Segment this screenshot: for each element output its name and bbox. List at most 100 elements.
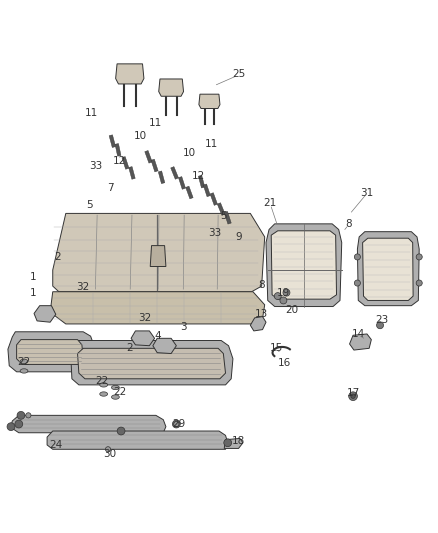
Polygon shape: [159, 79, 184, 96]
Text: 3: 3: [180, 321, 187, 332]
Polygon shape: [34, 305, 56, 322]
Text: 22: 22: [113, 387, 127, 397]
Polygon shape: [186, 186, 193, 199]
Text: 17: 17: [346, 387, 360, 398]
Ellipse shape: [100, 392, 108, 396]
Polygon shape: [116, 64, 144, 84]
Polygon shape: [122, 157, 129, 169]
Polygon shape: [150, 246, 166, 266]
Circle shape: [174, 422, 179, 426]
Text: 25: 25: [232, 69, 245, 79]
Text: 12: 12: [113, 156, 127, 166]
Circle shape: [354, 254, 360, 260]
Polygon shape: [11, 415, 166, 433]
Polygon shape: [153, 338, 177, 353]
Polygon shape: [71, 341, 233, 385]
Text: 7: 7: [107, 183, 113, 193]
Polygon shape: [271, 231, 336, 299]
Circle shape: [224, 439, 232, 447]
Circle shape: [173, 420, 180, 428]
Text: 14: 14: [352, 329, 365, 339]
Text: 22: 22: [18, 357, 31, 367]
Text: 2: 2: [127, 343, 133, 353]
Text: 29: 29: [172, 419, 186, 429]
Text: 16: 16: [278, 358, 291, 368]
Circle shape: [283, 289, 290, 296]
Polygon shape: [363, 238, 413, 301]
Polygon shape: [53, 213, 265, 292]
Text: 11: 11: [149, 118, 162, 128]
Circle shape: [416, 254, 422, 260]
Text: 24: 24: [49, 440, 63, 450]
Text: 19: 19: [277, 288, 290, 297]
Polygon shape: [8, 332, 95, 372]
Text: 11: 11: [85, 108, 99, 118]
Circle shape: [377, 322, 384, 329]
Text: 21: 21: [264, 198, 277, 208]
Text: 8: 8: [258, 280, 265, 290]
Text: 30: 30: [103, 449, 116, 458]
Polygon shape: [109, 135, 116, 148]
Text: 23: 23: [375, 314, 389, 325]
Text: 9: 9: [235, 232, 242, 242]
Text: 31: 31: [360, 188, 374, 198]
Polygon shape: [129, 167, 135, 179]
Circle shape: [354, 280, 360, 286]
Polygon shape: [145, 150, 152, 163]
Polygon shape: [158, 171, 165, 183]
Text: 12: 12: [191, 171, 205, 181]
Text: 1: 1: [29, 288, 36, 298]
Polygon shape: [50, 292, 265, 324]
Polygon shape: [178, 176, 186, 189]
Text: 15: 15: [270, 343, 283, 353]
Circle shape: [117, 427, 125, 435]
Text: 10: 10: [183, 148, 196, 158]
Polygon shape: [350, 334, 371, 350]
Text: 1: 1: [29, 272, 36, 282]
Text: 5: 5: [220, 211, 226, 221]
Text: 33: 33: [90, 161, 103, 172]
Polygon shape: [17, 340, 83, 365]
Ellipse shape: [20, 369, 28, 373]
Text: 2: 2: [54, 252, 60, 262]
Polygon shape: [199, 94, 220, 109]
Text: 33: 33: [208, 228, 221, 238]
Circle shape: [7, 423, 15, 431]
Polygon shape: [251, 317, 266, 331]
Polygon shape: [224, 439, 243, 448]
Polygon shape: [171, 167, 179, 179]
Circle shape: [26, 413, 31, 418]
Text: 8: 8: [346, 219, 352, 229]
Ellipse shape: [20, 359, 28, 364]
Polygon shape: [78, 349, 226, 379]
Text: 20: 20: [286, 305, 299, 315]
Circle shape: [15, 420, 23, 428]
Polygon shape: [47, 431, 228, 449]
Polygon shape: [217, 203, 225, 215]
Ellipse shape: [100, 383, 108, 387]
Text: 5: 5: [86, 200, 92, 209]
Polygon shape: [224, 212, 231, 224]
Polygon shape: [357, 232, 419, 305]
Circle shape: [17, 411, 25, 419]
Text: 10: 10: [134, 131, 147, 141]
Circle shape: [351, 394, 355, 398]
Text: 4: 4: [155, 331, 161, 341]
Polygon shape: [198, 175, 205, 188]
Polygon shape: [203, 184, 210, 197]
Circle shape: [106, 447, 111, 452]
Text: 32: 32: [138, 313, 152, 323]
Circle shape: [349, 392, 357, 400]
Polygon shape: [151, 159, 158, 172]
Polygon shape: [131, 331, 155, 346]
Circle shape: [280, 297, 287, 304]
Text: 18: 18: [232, 435, 245, 446]
Ellipse shape: [112, 385, 119, 390]
Text: 32: 32: [77, 282, 90, 293]
Text: 22: 22: [95, 376, 108, 385]
Polygon shape: [266, 224, 342, 306]
Text: 13: 13: [255, 309, 268, 319]
Circle shape: [416, 280, 422, 286]
Polygon shape: [210, 193, 218, 205]
Ellipse shape: [112, 395, 119, 399]
